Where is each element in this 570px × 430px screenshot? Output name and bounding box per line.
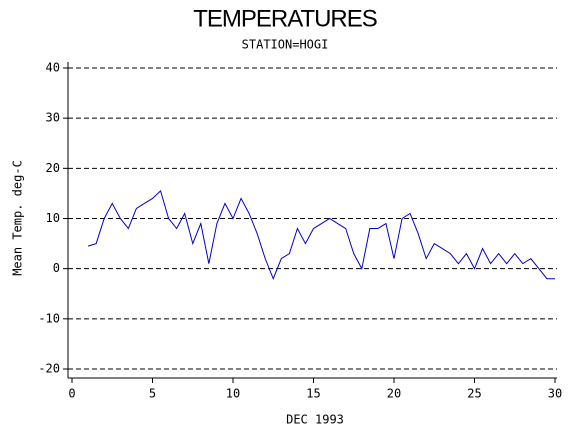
y-tick-label: -10 bbox=[38, 311, 60, 325]
y-tick-label: 20 bbox=[46, 161, 60, 175]
y-tick-label: 10 bbox=[46, 211, 60, 225]
chart-subtitle: STATION=HOGI bbox=[242, 38, 329, 52]
x-tick-label: 0 bbox=[68, 387, 75, 401]
x-axis-label: DEC 1993 bbox=[286, 413, 344, 427]
y-tick-label: -20 bbox=[38, 362, 60, 376]
data-line bbox=[87, 189, 555, 281]
x-tick-label: 25 bbox=[467, 387, 481, 401]
chart-title: TEMPERATURES bbox=[193, 5, 377, 32]
x-tick-label: 30 bbox=[548, 387, 562, 401]
y-tick-label: 40 bbox=[46, 61, 60, 75]
x-tick-label: 15 bbox=[306, 387, 320, 401]
x-tick-label: 10 bbox=[226, 387, 240, 401]
y-tick-label: 0 bbox=[53, 261, 60, 275]
y-tick-label: 30 bbox=[46, 111, 60, 125]
x-tick-label: 20 bbox=[387, 387, 401, 401]
x-tick-label: 5 bbox=[149, 387, 156, 401]
y-axis-label: Mean Temp. deg-C bbox=[11, 160, 25, 276]
